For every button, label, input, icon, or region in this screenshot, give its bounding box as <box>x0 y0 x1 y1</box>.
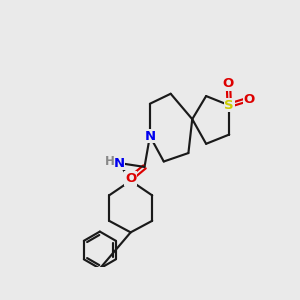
Text: N: N <box>113 157 125 169</box>
Text: H: H <box>105 155 115 168</box>
Text: N: N <box>144 130 155 142</box>
Text: O: O <box>125 172 136 185</box>
Text: O: O <box>244 93 255 106</box>
Text: S: S <box>224 99 234 112</box>
Text: O: O <box>223 77 234 90</box>
